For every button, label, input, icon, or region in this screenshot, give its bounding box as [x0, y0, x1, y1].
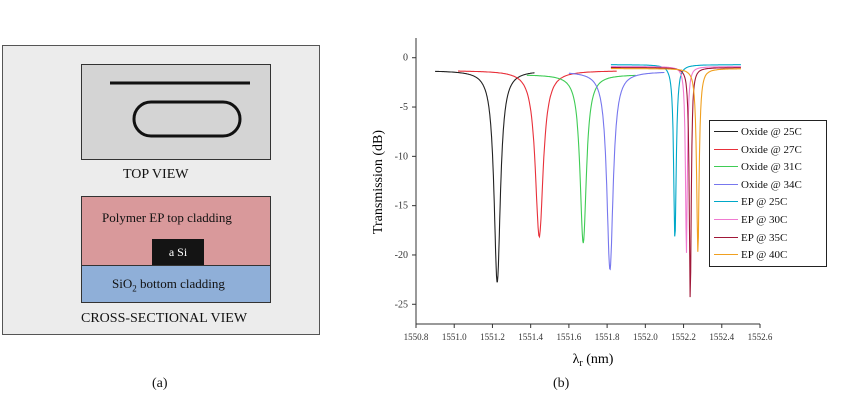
legend-item: EP @ 40C	[714, 247, 826, 263]
caption-b: (b)	[553, 376, 570, 391]
y-tick-label: -20	[395, 250, 408, 261]
x-axis-unit: (nm)	[583, 352, 614, 367]
legend-swatch	[714, 219, 738, 220]
racetrack-ring	[132, 100, 242, 138]
series-line-3	[526, 74, 636, 244]
series-group	[434, 64, 741, 298]
legend-swatch	[714, 166, 738, 168]
x-tick-label: 1551.4	[518, 332, 543, 342]
legend-label: EP @ 35C	[741, 231, 788, 244]
legend-label: Oxide @ 25C	[741, 126, 802, 138]
si-core: a Si	[152, 239, 204, 265]
x-tick-label: 1552.4	[709, 332, 734, 342]
sio2-subscript: 2	[132, 283, 137, 294]
cross-section-label: CROSS-SECTIONAL VIEW	[81, 311, 248, 326]
sio2-prefix: SiO	[112, 276, 133, 291]
y-axis-label: Transmission (dB)	[371, 130, 386, 234]
sio2-cladding-label: SiO2 bottom cladding	[112, 276, 225, 294]
tick-labels: 1550.8 1551.0 1551.2 1551.4 1551.6 1551.8 1552…	[395, 53, 773, 342]
legend-label: Oxide @ 27C	[741, 143, 802, 156]
legend-swatch	[714, 148, 738, 150]
legend-item: Oxide @ 25C	[714, 124, 826, 140]
legend-swatch	[714, 201, 738, 203]
x-tick-label: 1551.2	[480, 332, 505, 342]
legend-swatch	[714, 254, 738, 256]
x-tick-label: 1551.0	[442, 332, 467, 342]
y-tick-label: -5	[400, 102, 408, 113]
ring-resonator-drawing	[110, 81, 250, 138]
x-axis-subscript: r	[579, 358, 583, 369]
sio2-bottom-cladding-layer: SiO2 bottom cladding	[82, 265, 270, 302]
y-tick-label: -25	[395, 299, 408, 310]
x-tick-label: 1552.2	[671, 332, 696, 342]
series-line-4	[568, 71, 665, 271]
legend-swatch	[714, 183, 738, 185]
sio2-suffix: bottom cladding	[136, 276, 225, 291]
legend-label: Oxide @ 31C	[741, 161, 802, 174]
legend-item: EP @ 30C	[714, 212, 826, 228]
legend-label: EP @ 30C	[741, 214, 788, 226]
y-tick-label: 0	[403, 53, 408, 64]
x-tick-label: 1552.6	[748, 332, 773, 342]
y-tick-label: -15	[395, 201, 408, 212]
axes	[412, 38, 761, 328]
top-view-label: TOP VIEW	[123, 167, 189, 182]
x-axis-symbol: λ	[573, 352, 580, 367]
legend-swatch	[714, 236, 738, 238]
x-axis-label: λr (nm)	[573, 352, 614, 369]
x-tick-label: 1551.8	[595, 332, 620, 342]
transmission-chart: 1550.8 1551.0 1551.2 1551.4 1551.6 1551.8 1552…	[371, 38, 773, 369]
legend-item: Oxide @ 27C	[714, 142, 826, 158]
legend-swatch	[714, 131, 738, 132]
legend-item: EP @ 35C	[714, 230, 826, 246]
series-line-5	[610, 64, 741, 237]
legend-item: Oxide @ 31C	[714, 159, 826, 175]
y-tick-label: -10	[395, 151, 408, 162]
ep-top-cladding-layer: Polymer EP top cladding a Si	[82, 197, 270, 265]
caption-a: (a)	[152, 376, 168, 391]
series-line-1	[434, 70, 535, 283]
chart-legend: Oxide @ 25C Oxide @ 27C Oxide @ 31C Oxide @…	[709, 120, 827, 267]
panel-a-frame: TOP VIEW Polymer EP top cladding a Si Si…	[2, 45, 320, 335]
legend-label: EP @ 40C	[741, 249, 788, 262]
x-tick-label: 1552.0	[633, 332, 658, 342]
legend-label: Oxide @ 34C	[741, 178, 802, 191]
cross-section-diagram: Polymer EP top cladding a Si SiO2 bottom…	[81, 196, 271, 303]
series-line-8	[610, 68, 741, 252]
x-tick-label: 1550.8	[404, 332, 429, 342]
legend-label: EP @ 25C	[741, 196, 788, 209]
series-line-2	[458, 70, 617, 239]
ep-cladding-label: Polymer EP top cladding	[102, 210, 232, 225]
legend-item: Oxide @ 34C	[714, 177, 826, 193]
x-tick-label: 1551.6	[557, 332, 582, 342]
top-view-diagram	[81, 64, 271, 160]
si-core-label: a Si	[168, 245, 188, 259]
legend-item: EP @ 25C	[714, 194, 826, 210]
